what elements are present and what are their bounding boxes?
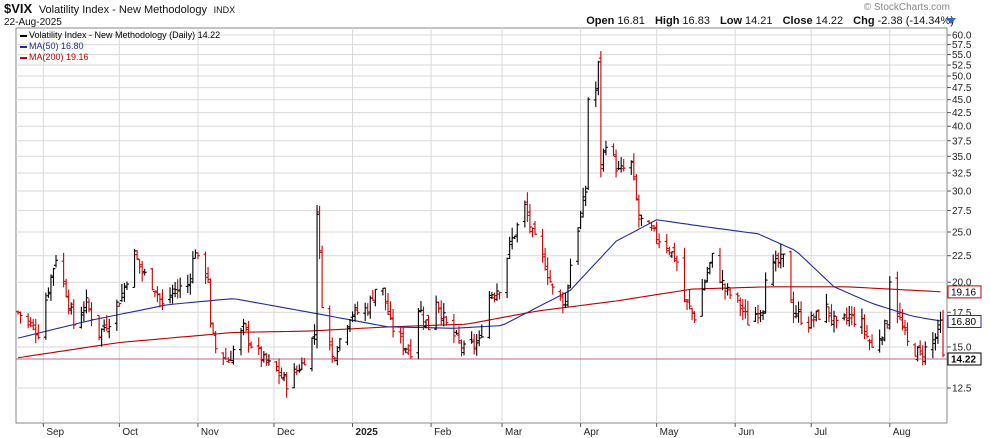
legend-ma200-label: MA(200) 19.16	[29, 52, 89, 62]
y-tick-label: 12.5	[952, 384, 972, 395]
ma200-flag-box	[947, 285, 982, 299]
y-tick-label: 32.5	[952, 168, 972, 179]
y-tick-label: 42.5	[952, 108, 972, 119]
x-tick-label: Feb	[434, 427, 452, 438]
x-tick-label: Nov	[201, 427, 219, 438]
chart-date: 22-Aug-2025	[4, 17, 62, 28]
y-tick-label: 37.5	[952, 136, 972, 147]
x-tick-label: Dec	[277, 427, 295, 438]
legend-ma200: MA(200) 19.16	[20, 52, 89, 62]
ma50-flag-box	[947, 314, 982, 328]
x-axis: Sep Oct Nov Dec 2025 Feb Mar Apr May Jun Jul Aug	[42, 423, 911, 438]
high-label: High	[654, 15, 680, 27]
y-tick-label: 60.0	[952, 31, 972, 42]
ma50-flag-label: 16.80	[951, 317, 976, 328]
legend-main-label: Volatility Index - New Methodology (Dail…	[29, 30, 221, 40]
x-tick-label: Mar	[505, 427, 523, 438]
low-value: 14.21	[745, 15, 773, 27]
ticker: $VIX	[4, 1, 33, 16]
close-value: 14.22	[815, 15, 844, 27]
y-tick-label: 47.5	[952, 83, 972, 94]
high-value: 16.83	[682, 15, 710, 27]
y-tick-label: 25.0	[952, 228, 972, 239]
close-flag-label: 14.22	[951, 354, 976, 365]
x-tick-label: Aug	[893, 427, 911, 438]
y-tick-label: 50.0	[952, 72, 972, 83]
chg-label: Chg	[853, 15, 875, 27]
value-flags: 19.16 16.80 14.22	[947, 285, 982, 366]
x-tick-label: Oct	[122, 427, 138, 438]
y-tick-label: 55.0	[952, 50, 972, 61]
close-flag-box	[947, 352, 982, 366]
legend-main: Volatility Index - New Methodology (Dail…	[20, 30, 220, 40]
close-label: Close	[782, 15, 813, 27]
x-tick-label: Jun	[738, 427, 754, 438]
y-tick-label: 40.0	[952, 122, 972, 133]
chg-value: -2.38 (-14.34%)	[877, 15, 954, 27]
y-tick-label: 17.5	[952, 308, 972, 319]
price-bars	[16, 51, 947, 398]
x-tick-label: Jul	[814, 427, 827, 438]
open-label: Open	[586, 15, 615, 27]
plot-background	[15, 27, 948, 424]
ma-line	[17, 219, 941, 339]
chevron-down-icon[interactable]	[946, 18, 956, 24]
y-tick-label: 15.0	[952, 342, 972, 353]
ma200-flag-label: 19.16	[951, 287, 976, 298]
legend-ma50-label: MA(50) 16.80	[29, 41, 84, 51]
y-tick-label: 57.5	[952, 40, 972, 51]
exchange: INDX	[213, 5, 236, 15]
x-tick-label: Apr	[584, 427, 600, 438]
low-label: Low	[720, 15, 743, 27]
copyright: © StockCharts.com	[863, 2, 950, 13]
legend-ma50: MA(50) 16.80	[20, 41, 84, 51]
y-tick-label: 52.5	[952, 61, 972, 72]
y-tick-label: 22.5	[952, 251, 972, 262]
open-value: 16.81	[617, 15, 645, 27]
x-tick-label: 2025	[356, 427, 379, 438]
y-axis: 12.5 15.0 17.5 20.0 22.5 25.0 27.5 30.0 32.5 35.0…	[947, 31, 972, 395]
symbol-name: Volatility Index - New Methodology	[38, 4, 207, 16]
y-tick-label: 30.0	[952, 186, 972, 197]
y-tick-label: 27.5	[952, 206, 972, 217]
y-tick-label: 35.0	[952, 152, 972, 163]
ma50-series	[17, 219, 941, 339]
x-tick-label: Sep	[46, 427, 64, 438]
x-tick-label: May	[660, 427, 679, 438]
gridlines	[16, 28, 947, 423]
ma200-series	[17, 286, 941, 359]
ma-line	[17, 286, 941, 359]
y-tick-label: 45.0	[952, 95, 972, 106]
symbol-title: $VIX Volatility Index - New Methodology …	[4, 1, 235, 16]
y-tick-label: 20.0	[952, 278, 972, 289]
ohlc-summary: Open 16.81 High 16.83 Low 14.21 Close 14.22 …	[579, 15, 954, 27]
